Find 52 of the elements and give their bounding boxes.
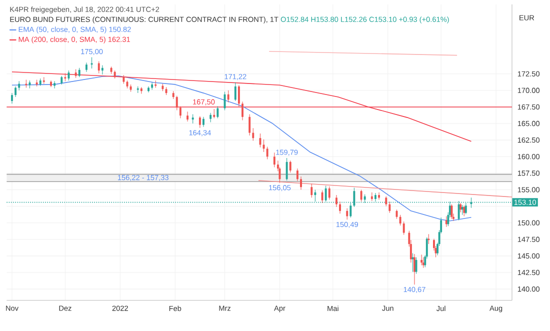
candlestick (286, 158, 288, 181)
candlestick (148, 86, 150, 93)
candlestick (101, 64, 104, 75)
candlestick (213, 108, 216, 118)
candlestick (216, 106, 219, 118)
candlestick (242, 101, 244, 120)
candlestick (289, 160, 292, 173)
candlestick (140, 86, 142, 94)
candlestick (300, 176, 302, 190)
candlestick (360, 189, 362, 202)
candlestick (460, 202, 462, 213)
candlestick (98, 61, 100, 74)
candlestick (414, 254, 416, 285)
candlestick (11, 92, 13, 104)
candlestick (450, 204, 453, 220)
candlestick (227, 90, 230, 103)
candlestick (412, 253, 414, 272)
candlestick (385, 196, 388, 207)
candlestick (428, 234, 430, 244)
candlestick (346, 208, 348, 220)
candlestick (176, 95, 178, 111)
candlestick (85, 62, 88, 72)
candlestick (266, 146, 268, 160)
candlestick (388, 201, 391, 214)
candlestick (238, 84, 240, 108)
candlestick (192, 114, 194, 124)
candlestick (321, 190, 324, 204)
candlestick (78, 68, 80, 78)
candlestick (463, 205, 466, 216)
candlestick (328, 186, 330, 200)
candlestick (378, 192, 380, 200)
candlestick (335, 194, 338, 208)
candlestick (259, 133, 262, 148)
candlestick (198, 116, 201, 128)
candlestick (179, 106, 182, 118)
candlestick (273, 152, 276, 168)
candlestick (399, 214, 402, 226)
candlestick (339, 201, 341, 214)
candlestick (18, 80, 20, 91)
candlestick (202, 116, 204, 128)
candlestick (310, 184, 313, 198)
candlestick (210, 112, 212, 122)
candlestick (14, 86, 17, 98)
candlestick (54, 80, 56, 89)
candlestick (248, 114, 251, 136)
candlestick (420, 254, 423, 266)
candlestick (402, 221, 405, 236)
candlestick (314, 189, 316, 202)
candlestick (296, 168, 298, 182)
candlestick (252, 128, 254, 142)
candlestick (234, 82, 236, 102)
candlestick (186, 111, 189, 122)
